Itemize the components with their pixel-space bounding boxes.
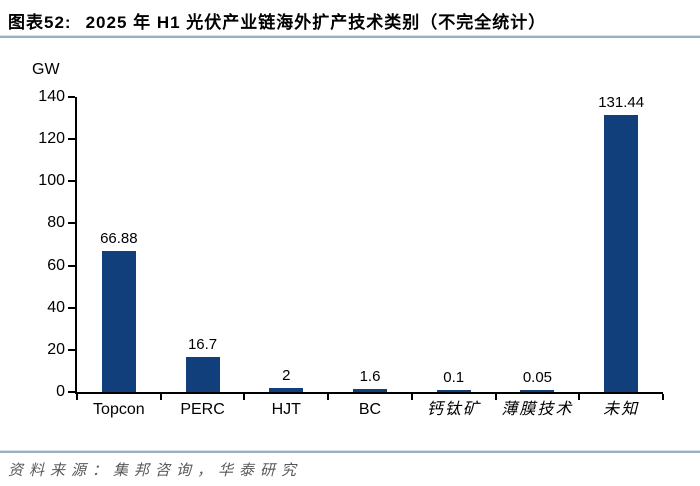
figure-number: 图表52:	[8, 13, 72, 32]
y-axis-tick	[68, 391, 75, 393]
category-label-未知: 未知	[603, 401, 640, 418]
y-axis-tick	[68, 222, 75, 225]
x-axis-tick	[410, 394, 413, 400]
x-axis-tick	[243, 394, 246, 400]
y-axis-tick-label: 40	[47, 298, 65, 316]
category-label-薄膜技术: 薄膜技术	[501, 401, 574, 418]
category-label-Topcon: Topcon	[93, 401, 145, 418]
bar-value-label: 131.44	[598, 94, 645, 112]
x-axis-tick	[327, 394, 330, 400]
bar-Topcon	[101, 251, 136, 392]
y-axis-tick	[68, 348, 75, 351]
bar-PERC	[185, 356, 220, 392]
x-axis-tick	[578, 394, 581, 400]
bar-BC	[353, 388, 387, 392]
title-divider	[0, 35, 700, 38]
bar-chart-plot-area: 0 20 40 60 80 100 120 140 66.88 Topcon 16.7 PERC 2 HJ…	[38, 88, 664, 418]
bar-value-label: 2	[282, 366, 291, 384]
y-axis-tick-label: 0	[56, 383, 65, 400]
figure-title-text: 2025 年 H1 光伏产业链海外扩产技术类别（不完全统计）	[85, 13, 547, 32]
bar-未知	[604, 115, 639, 392]
figure-title: 图表52: 2025 年 H1 光伏产业链海外扩产技术类别（不完全统计）	[8, 8, 546, 33]
bar-HJT	[269, 387, 304, 392]
footer-divider	[0, 450, 700, 453]
x-axis-tick	[159, 394, 162, 400]
y-axis-tick-label: 20	[47, 340, 65, 358]
x-axis-tick	[494, 394, 497, 400]
y-axis-tick	[68, 264, 75, 267]
bar-薄膜技术	[520, 390, 555, 392]
y-axis-unit-label: GW	[32, 61, 60, 78]
y-axis-tick	[68, 96, 75, 98]
y-axis-tick-label: 80	[47, 214, 65, 232]
y-axis-tick-label: 120	[38, 130, 65, 148]
y-axis-tick-label: 60	[47, 256, 65, 274]
x-axis-tick	[76, 394, 78, 400]
category-label-钙钛矿: 钙钛矿	[426, 401, 481, 418]
y-axis-tick-label: 100	[38, 172, 65, 190]
y-axis-tick	[68, 138, 75, 141]
bar-value-label: 0.1	[443, 369, 465, 386]
bar-钙钛矿	[436, 390, 471, 392]
bar-value-label: 66.88	[100, 230, 138, 248]
category-label-PERC: PERC	[180, 401, 225, 418]
y-axis-tick	[68, 180, 75, 183]
category-label-BC: BC	[358, 401, 382, 418]
y-axis-tick-label: 140	[38, 88, 65, 105]
x-axis-tick	[662, 394, 664, 400]
category-label-HJT: HJT	[271, 401, 301, 418]
bar-value-label: 0.05	[522, 369, 553, 386]
source-note: 资料来源：集邦咨询，华泰研究	[8, 463, 303, 479]
bar-value-label: 16.7	[187, 335, 218, 353]
bar-value-label: 1.6	[359, 367, 381, 385]
y-axis-tick	[68, 306, 75, 309]
